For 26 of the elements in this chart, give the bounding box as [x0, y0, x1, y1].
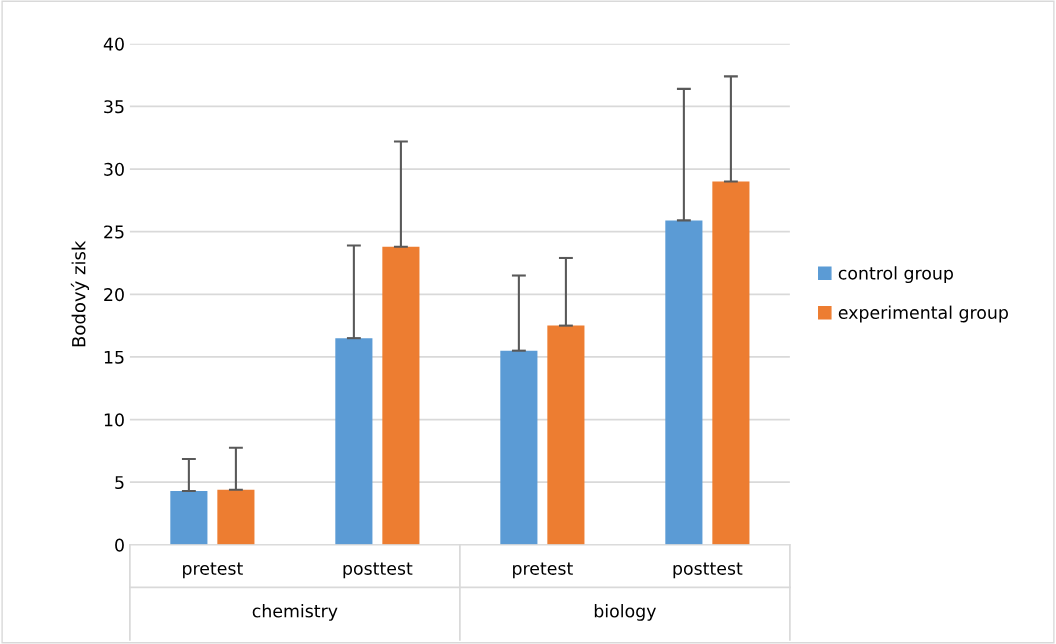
bar [547, 325, 585, 545]
y-tick-label: 20 [104, 288, 124, 302]
bar [170, 490, 208, 545]
bar [500, 350, 538, 545]
y-tick-label: 40 [103, 37, 124, 51]
y-tick-label: 5 [115, 476, 124, 490]
bar [217, 489, 255, 545]
y-tick-label: 35 [104, 100, 124, 114]
bar [712, 181, 750, 545]
bar [382, 246, 420, 545]
bar [665, 220, 703, 545]
x-tick-label: pretest [513, 562, 573, 579]
x-tick-label: posttest [343, 562, 413, 579]
x-tick-label: posttest [673, 562, 743, 579]
y-tick-label: 0 [115, 538, 124, 552]
y-tick-label: 15 [104, 350, 124, 364]
legend-label: control group [838, 266, 953, 284]
y-tick-label: 25 [104, 225, 124, 239]
bar [335, 338, 373, 545]
y-axis-title: Bodový zisk [70, 240, 90, 347]
y-tick-label: 10 [104, 413, 124, 427]
legend-label: experimental group [838, 305, 1008, 323]
text: biology [594, 604, 656, 621]
x-tick-label: pretest [183, 562, 243, 579]
text: chemistry [252, 604, 338, 621]
y-tick-label: 30 [104, 162, 124, 176]
